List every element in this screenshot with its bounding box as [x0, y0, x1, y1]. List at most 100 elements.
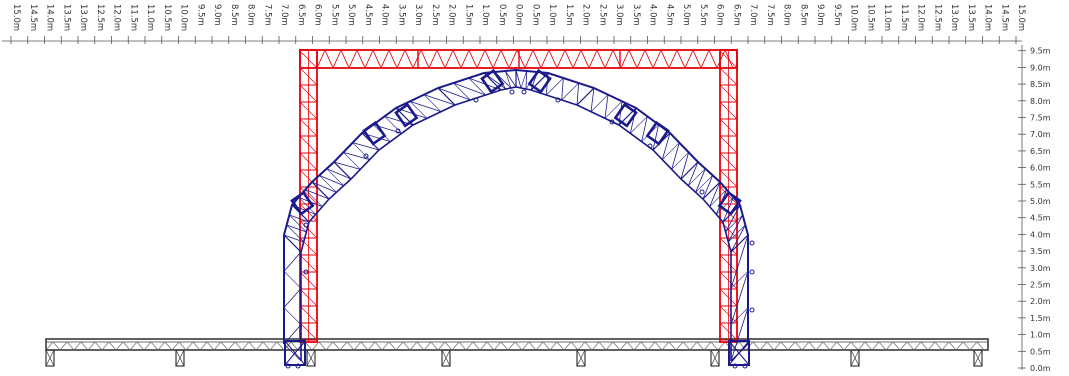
beam-lacing	[564, 49, 574, 69]
ruler-label: 9.0m	[212, 4, 222, 26]
beam-lacing	[420, 49, 430, 69]
stage-leg-brace	[576, 349, 586, 367]
stage-lacing	[647, 341, 656, 351]
red-top-beam	[299, 49, 738, 69]
beam-lacing	[524, 49, 534, 69]
arch-rung	[384, 116, 402, 134]
beam-lacing	[540, 49, 550, 69]
stage-lacing	[843, 341, 852, 351]
arch-lacing	[515, 69, 522, 89]
ruler-label: 4.0m	[380, 4, 390, 26]
arch-rung	[311, 181, 330, 200]
stage-lacing	[927, 341, 936, 351]
ruler-label: 10.5m	[865, 4, 875, 31]
ruler-label: 0.5m	[1030, 347, 1051, 356]
beam-lacing	[412, 49, 422, 69]
arch-lacing	[641, 116, 648, 142]
arch-rung	[702, 181, 721, 200]
stage-lacing	[738, 341, 747, 351]
ruler-label: 6.5m	[731, 4, 741, 26]
stage-lacing	[367, 341, 376, 351]
ruler-label: 3.5m	[631, 4, 641, 26]
stage-lacing	[143, 341, 152, 351]
arch-lacing	[409, 100, 442, 113]
ruler-label: 13.5m	[61, 4, 71, 31]
arch-lacing	[319, 174, 344, 187]
ruler-label: 8.5m	[798, 4, 808, 26]
stage-leg-brace	[710, 349, 720, 367]
arch-rung	[343, 152, 361, 170]
beam-lacing	[692, 49, 702, 69]
arch-rung	[305, 189, 323, 207]
beam-lacing	[324, 49, 334, 69]
arch-rung	[604, 101, 623, 119]
arch-lacing	[286, 224, 307, 233]
arch-lacing	[730, 224, 746, 253]
ruler-label: 5.0m	[346, 4, 356, 26]
stage-lacing	[668, 341, 677, 351]
beam-lacing	[620, 49, 630, 69]
ruler-label: 6.5m	[1030, 147, 1051, 156]
tower-diagonal	[719, 271, 738, 290]
tower-diagonal	[299, 288, 318, 307]
ruler-label: 12.5m	[932, 4, 942, 31]
ruler-label: 2.5m	[597, 4, 607, 26]
ruler-label: 1.5m	[564, 4, 574, 26]
stage-beam	[45, 338, 989, 351]
ruler-label: 13.5m	[966, 4, 976, 31]
arch-coupler	[717, 190, 742, 216]
ruler-label: 12.0m	[916, 4, 926, 31]
hang-point	[363, 153, 369, 159]
ruler-label: 7.0m	[1030, 130, 1051, 139]
stage-lacing	[465, 341, 474, 351]
ruler-label: 1.0m	[547, 4, 557, 26]
stage-lacing	[129, 341, 138, 351]
vertical-scale-ruler: 9.5m 9.0m 8.5m 8.0m 7.5m 7.0m 6.5m 6.0m 5.5m 5.0m…	[1018, 45, 1051, 373]
ruler-label: 14.0m	[983, 4, 993, 31]
stage-lacing	[87, 341, 96, 351]
ruler-label: 0.0m	[514, 4, 524, 26]
stage-leg-brace	[973, 349, 983, 367]
hang-point	[555, 97, 561, 103]
stage-leg	[306, 349, 316, 367]
arch-base-brace	[728, 340, 750, 366]
stage-lacing	[395, 341, 404, 351]
stage-lacing	[388, 341, 397, 351]
arch-rung	[725, 214, 743, 233]
stage-lacing	[857, 341, 866, 351]
ruler-label: 1.5m	[463, 4, 473, 26]
stage-lacing	[318, 341, 327, 351]
arch-lacing	[652, 124, 660, 151]
stage-lacing	[199, 341, 208, 351]
stage-lacing	[437, 341, 446, 351]
blue-arch-truss	[283, 68, 755, 369]
stage-lacing	[717, 341, 726, 351]
stage-leg-brace	[175, 349, 185, 367]
arch-coupler	[394, 102, 419, 128]
stage-lacing	[871, 341, 880, 351]
arch-lacing	[702, 175, 714, 200]
beam-lacing	[660, 49, 670, 69]
stage-lacing	[822, 341, 831, 351]
tower-diagonal	[719, 118, 738, 137]
tower-diagonal	[719, 84, 738, 103]
beam-lacing	[644, 49, 654, 69]
arch-lacing	[680, 152, 690, 180]
arch-lacing	[283, 288, 302, 308]
arch-rung	[716, 197, 734, 215]
ruler-label: 2.0m	[581, 4, 591, 26]
arch-lacing	[730, 307, 749, 362]
ruler-label: 4.0m	[648, 4, 658, 26]
stage-lacing	[535, 341, 544, 351]
hang-point	[609, 119, 615, 125]
ruler-label: 3.0m	[413, 4, 423, 26]
arch-rung	[298, 197, 316, 215]
ruler-label: 9.5m	[832, 4, 842, 26]
beam-lacing	[332, 49, 342, 69]
beam-lacing	[684, 49, 694, 69]
stage-lacing	[878, 341, 887, 351]
arch-lacing	[576, 82, 580, 106]
beam-lacing	[676, 49, 686, 69]
stage-lacing	[913, 341, 922, 351]
arch-rung	[283, 234, 302, 253]
